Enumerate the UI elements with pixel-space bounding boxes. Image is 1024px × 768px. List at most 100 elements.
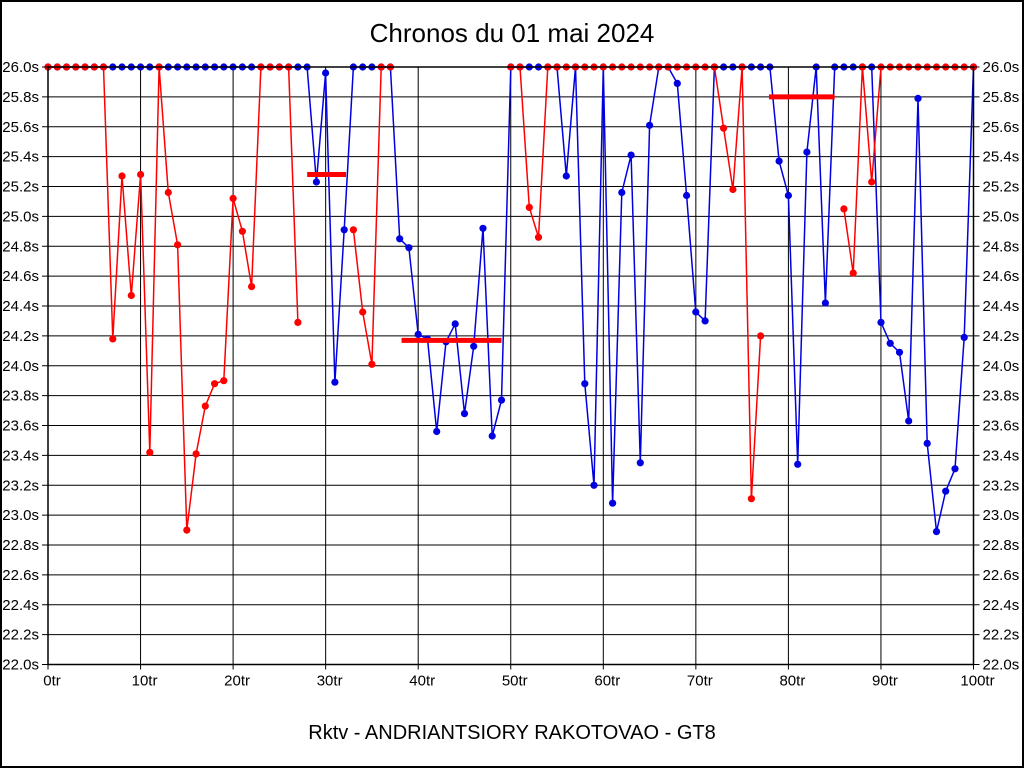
- blue-driver-point: [784, 191, 793, 200]
- red-driver-point: [525, 203, 533, 211]
- blue-driver-point: [460, 410, 469, 418]
- red-driver-point: [248, 283, 256, 291]
- y-axis-label-right: 25.4s: [983, 149, 1020, 166]
- blue-driver-point: [627, 151, 635, 159]
- x-axis-label: 70tr: [687, 673, 713, 690]
- red-driver-point: [211, 380, 219, 388]
- y-axis-label-left: 24.8s: [2, 238, 39, 255]
- y-axis-label-left: 22.0s: [2, 657, 39, 674]
- y-axis-label-right: 23.8s: [983, 388, 1020, 405]
- blue-driver-point: [396, 235, 404, 243]
- red-driver-point: [747, 495, 756, 503]
- red-driver-point: [127, 291, 135, 300]
- y-axis-label-left: 22.6s: [2, 567, 39, 584]
- y-axis-label-right: 22.2s: [983, 627, 1020, 644]
- y-axis-label-right: 23.4s: [983, 447, 1020, 464]
- y-axis-label-left: 22.8s: [2, 537, 39, 554]
- blue-driver-point: [794, 460, 802, 468]
- y-axis-label-right: 24.6s: [983, 268, 1020, 285]
- y-axis-label-right: 23.2s: [983, 477, 1020, 494]
- y-axis-label-right: 24.4s: [983, 298, 1020, 315]
- blue-driver-point: [951, 465, 959, 473]
- red-driver-point: [183, 526, 191, 534]
- blue-driver-point: [895, 348, 904, 356]
- red-driver-point: [368, 360, 376, 368]
- blue-driver-point: [312, 178, 320, 186]
- red-driver-point: [118, 172, 126, 180]
- blue-driver-point: [923, 439, 931, 447]
- reference-bars-layer: [307, 94, 835, 343]
- y-axis-label-left: 22.4s: [2, 597, 39, 614]
- red-driver-point: [729, 185, 737, 194]
- blue-driver-point: [470, 342, 478, 350]
- x-axis-label: 90tr: [872, 673, 898, 690]
- blue-driver-point: [960, 333, 968, 341]
- blue-driver-point: [609, 499, 617, 507]
- blue-driver-point: [562, 172, 570, 180]
- blue-driver-point: [340, 226, 348, 234]
- blue-driver-point: [775, 157, 783, 165]
- red-driver-point: [137, 170, 145, 179]
- y-axis-label-right: 23.0s: [983, 507, 1020, 524]
- red-driver-point: [220, 377, 228, 385]
- y-axis-label-right: 25.8s: [983, 89, 1020, 106]
- x-axis-label: 40tr: [409, 673, 435, 690]
- blue-driver-point: [886, 339, 894, 347]
- red-driver-point: [868, 178, 876, 186]
- x-axis-label: 60tr: [594, 673, 620, 690]
- y-axis-label-right: 24.0s: [983, 358, 1020, 375]
- y-axis-label-right: 25.0s: [983, 208, 1020, 225]
- x-axis-label: 100tr: [960, 673, 994, 690]
- y-axis-label-left: 25.2s: [2, 179, 39, 196]
- red-driver-point: [294, 318, 302, 326]
- y-axis-label-left: 23.4s: [2, 447, 39, 464]
- red-driver-line: [843, 66, 974, 274]
- red-driver-line: [48, 66, 299, 531]
- blue-driver-point: [877, 318, 885, 326]
- y-axis-label-right: 22.4s: [983, 597, 1020, 614]
- blue-driver-point: [414, 330, 422, 338]
- blue-driver-point: [636, 459, 644, 467]
- blue-driver-point: [581, 380, 589, 388]
- y-axis-label-right: 24.2s: [983, 328, 1020, 345]
- red-driver-point: [349, 226, 357, 234]
- x-axis-label: 30tr: [317, 673, 343, 690]
- blue-driver-point: [322, 69, 330, 77]
- blue-driver-point: [433, 427, 441, 436]
- red-driver-point: [109, 335, 117, 343]
- x-axis-label: 10tr: [132, 673, 158, 690]
- red-driver-point: [229, 194, 237, 202]
- blue-driver-point: [932, 528, 941, 536]
- blue-driver-point: [646, 121, 654, 129]
- y-axis-label-left: 24.2s: [2, 328, 39, 345]
- blue-driver-point: [905, 417, 913, 425]
- red-driver-point: [201, 402, 209, 410]
- x-axis-label: 80tr: [779, 673, 805, 690]
- blue-driver-point: [331, 378, 339, 386]
- red-driver-point: [174, 241, 182, 249]
- y-axis-label-right: 24.8s: [983, 238, 1020, 255]
- y-axis-label-left: 23.6s: [2, 418, 39, 435]
- y-axis-label-left: 23.8s: [2, 388, 39, 405]
- blue-driver-point: [942, 487, 950, 495]
- red-driver-point: [849, 269, 857, 277]
- axis-ticks-layer: 26.0s 26.0s 25.8s 25.8s 25.6s 25.6s 25.4s 25.4s…: [2, 59, 1019, 690]
- red-driver-line: [352, 66, 391, 365]
- x-axis-label: 50tr: [502, 673, 528, 690]
- red-driver-point: [720, 124, 728, 132]
- blue-driver-point: [692, 308, 700, 316]
- blue-driver-point: [479, 224, 487, 232]
- blue-driver-point: [701, 317, 709, 325]
- y-axis-label-right: 26.0s: [983, 59, 1020, 76]
- blue-driver-point: [673, 79, 681, 87]
- y-axis-label-right: 25.6s: [983, 119, 1020, 136]
- red-driver-point: [359, 308, 367, 316]
- blue-driver-point: [914, 94, 922, 102]
- red-driver-point: [757, 332, 765, 340]
- blue-driver-point: [488, 432, 496, 440]
- blue-driver-point: [803, 148, 811, 156]
- y-axis-label-left: 25.4s: [2, 149, 39, 166]
